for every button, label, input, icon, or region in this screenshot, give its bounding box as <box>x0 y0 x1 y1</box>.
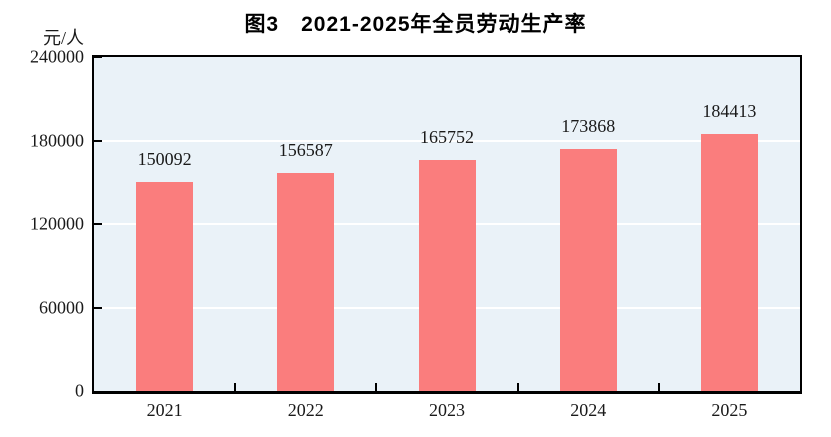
y-tick-label: 180000 <box>30 130 84 150</box>
gridline <box>94 139 800 142</box>
bar-value-label: 184413 <box>702 101 757 122</box>
y-tick-label: 60000 <box>39 297 84 317</box>
y-axis-tick-mark <box>94 139 102 142</box>
y-axis-unit-label: 元/人 <box>42 28 84 48</box>
bar-2024 <box>559 149 617 391</box>
y-tick-label: 240000 <box>30 46 84 67</box>
x-tick-label: 2022 <box>287 400 324 420</box>
bar-2023 <box>418 160 476 391</box>
bar-value-label: 173868 <box>561 116 616 137</box>
plot-area <box>92 55 802 394</box>
x-axis-tick-mark <box>516 383 519 391</box>
bar-value-label: 150092 <box>137 149 192 170</box>
y-axis-tick-mark <box>94 306 102 309</box>
y-axis-tick-mark <box>94 223 102 225</box>
y-tick-label: 120000 <box>30 213 84 234</box>
x-tick-label: 2023 <box>429 400 465 420</box>
x-tick-label: 2024 <box>570 400 607 420</box>
x-axis-tick-mark <box>234 383 237 391</box>
x-tick-label: 2021 <box>146 400 183 420</box>
x-axis-tick-mark <box>375 383 378 391</box>
bar-2021 <box>136 182 194 391</box>
chart-title: 图3 2021-2025年全员劳动生产率 <box>244 13 587 36</box>
y-axis-tick-mark <box>94 56 102 58</box>
bar-value-label: 156587 <box>278 140 333 161</box>
bar-value-label: 165752 <box>420 127 474 148</box>
bar-2025 <box>700 134 758 391</box>
bar-2022 <box>277 173 335 391</box>
x-tick-label: 2025 <box>711 400 748 420</box>
y-tick-label: 0 <box>75 380 84 401</box>
x-axis-tick-mark <box>657 383 660 391</box>
